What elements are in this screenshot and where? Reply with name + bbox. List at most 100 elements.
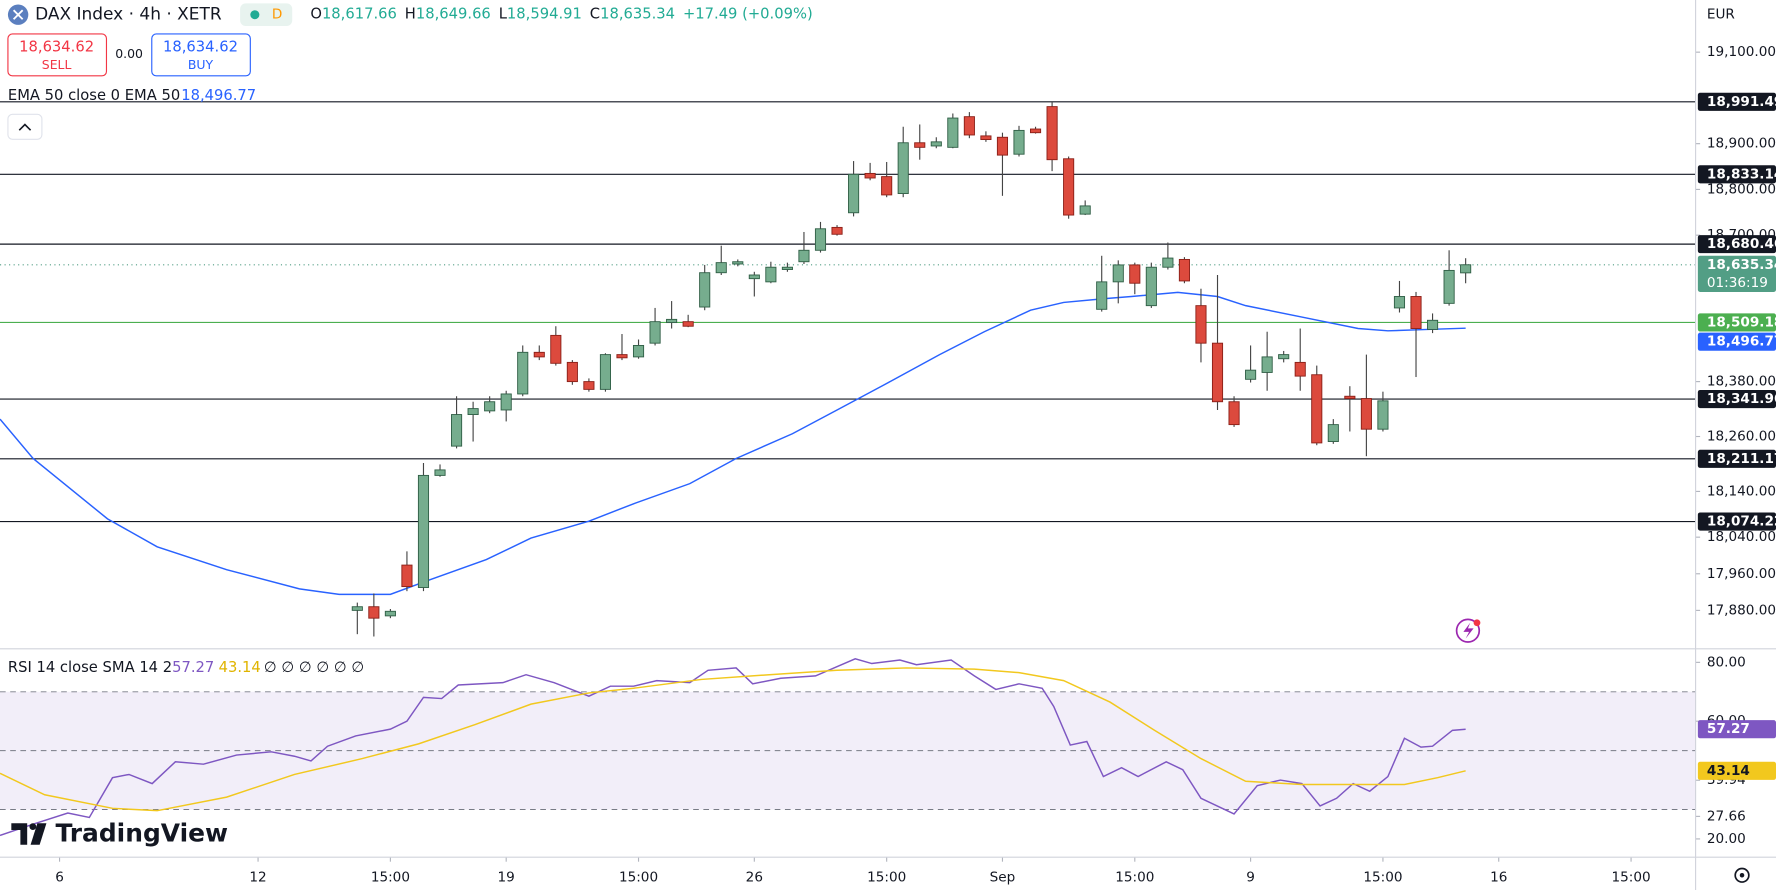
candle-body: [798, 249, 810, 263]
x-tick-label: 6: [55, 870, 64, 886]
candle-body: [1393, 296, 1406, 309]
candle-body: [699, 272, 711, 308]
level-badge: [1697, 235, 1776, 254]
level-badge-label: 18,341.96: [1707, 391, 1776, 407]
candle-body: [550, 334, 562, 364]
candle-body: [417, 474, 430, 588]
candle-body: [848, 173, 860, 214]
level-badge-label: 18,833.14: [1707, 166, 1776, 182]
ema-legend-value: 18,496.77: [181, 87, 256, 104]
y-tick-label: 20.00: [1707, 831, 1746, 847]
ohlc-key: L: [499, 6, 508, 23]
sell-label: SELL: [42, 57, 72, 72]
candle-body: [1129, 264, 1141, 284]
candle-body: [1013, 129, 1025, 155]
level-badge: [1697, 449, 1776, 468]
candle-body: [1261, 356, 1273, 373]
delay-badge: D: [272, 7, 282, 23]
candle-body: [1443, 269, 1455, 304]
candle-body: [649, 321, 661, 344]
candle-body: [632, 345, 645, 358]
level-badge: [1697, 92, 1776, 111]
candle-body: [434, 469, 446, 476]
candle-body: [947, 117, 959, 148]
candle-body: [1046, 106, 1058, 161]
logo: TradingView: [11, 819, 228, 848]
ohlc-key: O: [310, 6, 322, 23]
candle-body: [1178, 258, 1190, 282]
candle-body: [1162, 257, 1174, 268]
rsi-pane: [0, 658, 1696, 837]
candle-body: [864, 172, 876, 179]
y-tick-label: 17,960.00: [1707, 566, 1776, 582]
settings-icon[interactable]: [1734, 867, 1750, 883]
sell-button[interactable]: [7, 33, 108, 77]
candle-body: [781, 266, 793, 270]
market-open-dot: [250, 10, 260, 20]
ohlc-value: 18,635.34: [600, 6, 675, 23]
symbol-title[interactable]: DAX Index · 4h · XETR: [35, 5, 222, 25]
y-tick-label: 19,100.00: [1707, 44, 1776, 60]
rsi-line: [0, 658, 1466, 837]
candle-body: [1096, 281, 1108, 310]
candle-body: [1327, 424, 1339, 442]
logo-text: TradingView: [56, 819, 229, 848]
candle-body: [1294, 361, 1306, 377]
candle-body: [1245, 369, 1257, 380]
level-badge-label: 18,211.17: [1707, 451, 1776, 467]
candle-body: [467, 408, 479, 416]
y-tick-label: 18,800.00: [1707, 181, 1776, 197]
x-tick-label: 15:00: [1363, 870, 1402, 886]
axes: 6 12 15:00 19 15:00 26 15:00 Sep 15:00 9 15:00 16 15…: [55, 44, 1776, 885]
candle-body: [831, 226, 843, 235]
settings-icon-center: [1739, 873, 1745, 878]
buy-button[interactable]: [151, 33, 251, 77]
collapse-icon: [18, 123, 32, 131]
candle-body: [1377, 400, 1389, 430]
candle-body: [1145, 266, 1157, 307]
x-tick-label: 16: [1490, 870, 1507, 886]
candle-body: [1311, 374, 1323, 444]
candle-body: [1112, 264, 1124, 283]
candle-body: [583, 381, 595, 390]
x-tick-label: 15:00: [619, 870, 658, 886]
rsi-legend-value: 57.27: [172, 659, 214, 676]
ohlc: O18,617.66 H18,649.66 L18,594.91 C18,635.34…: [310, 6, 812, 23]
candle-body: [897, 142, 909, 194]
candle-body: [732, 261, 744, 265]
candle-body: [715, 262, 727, 274]
rsi-badge: [1697, 720, 1776, 739]
level-badge-label: 18,509.18: [1707, 314, 1776, 330]
collapse-button[interactable]: [7, 113, 43, 140]
x-tick-label: Sep: [990, 870, 1016, 886]
candle-body: [1195, 305, 1207, 344]
y-tick-label: 18,260.00: [1707, 429, 1776, 445]
x-tick-label: 12: [249, 870, 266, 886]
candle-body: [616, 354, 628, 359]
candle-body: [384, 610, 396, 617]
candle-body: [1211, 342, 1224, 403]
ema-legend[interactable]: EMA 50 close 0 EMA 50: [8, 87, 180, 104]
ema-line: [0, 291, 1466, 596]
currency[interactable]: EUR: [1707, 7, 1736, 23]
candle-body: [814, 228, 827, 251]
alert-dot: [1473, 619, 1481, 627]
alert-bolt: [1463, 622, 1474, 639]
candle-body: [599, 354, 611, 390]
x-tick-label: 15:00: [371, 870, 410, 886]
logo-mark: [11, 823, 28, 845]
level-badge: [1697, 313, 1776, 332]
x-tick-label: 26: [746, 870, 763, 886]
candle-body: [963, 116, 975, 136]
candle-body: [484, 401, 496, 412]
status-badge[interactable]: [240, 3, 293, 27]
rsi-legend-extra: ∅ ∅ ∅ ∅ ∅ ∅: [264, 659, 364, 676]
rsi-legend[interactable]: RSI 14 close SMA 14 2: [8, 659, 172, 676]
y-tick-label: 80.00: [1707, 654, 1746, 670]
x-tick-label: 9: [1246, 870, 1255, 886]
buy-label: BUY: [188, 57, 214, 72]
x-tick-label: 15:00: [867, 870, 906, 886]
candle-body: [748, 274, 760, 280]
